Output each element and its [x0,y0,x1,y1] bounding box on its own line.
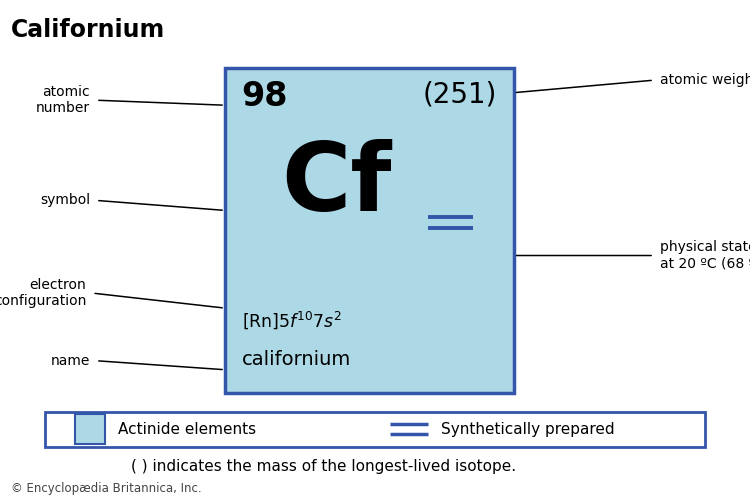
Text: Californium: Californium [11,18,166,42]
Text: © Encyclopædia Britannica, Inc.: © Encyclopædia Britannica, Inc. [11,482,202,495]
Bar [45,412,705,447]
Bar [225,68,514,393]
Text: (251): (251) [423,80,497,108]
Text: atomic weight: atomic weight [660,73,750,87]
Bar [75,414,105,444]
Text: californium: californium [242,350,351,369]
Text: ( ) indicates the mass of the longest-lived isotope.: ( ) indicates the mass of the longest-li… [131,459,516,474]
Text: $\rm [Rn]5\mathit{f}^{10}7\mathit{s}^{2}$: $\rm [Rn]5\mathit{f}^{10}7\mathit{s}^{2}… [242,310,341,332]
Text: 98: 98 [242,80,288,113]
Text: Cf: Cf [281,139,392,231]
Text: atomic
number: atomic number [36,85,90,115]
Text: name: name [51,354,90,368]
Text: physical state
at 20 ºC (68 ºF): physical state at 20 ºC (68 ºF) [660,240,750,271]
Text: Actinide elements: Actinide elements [118,422,256,437]
Text: symbol: symbol [40,193,90,207]
Text: Synthetically prepared: Synthetically prepared [441,422,615,437]
Text: electron
configuration: electron configuration [0,278,86,308]
